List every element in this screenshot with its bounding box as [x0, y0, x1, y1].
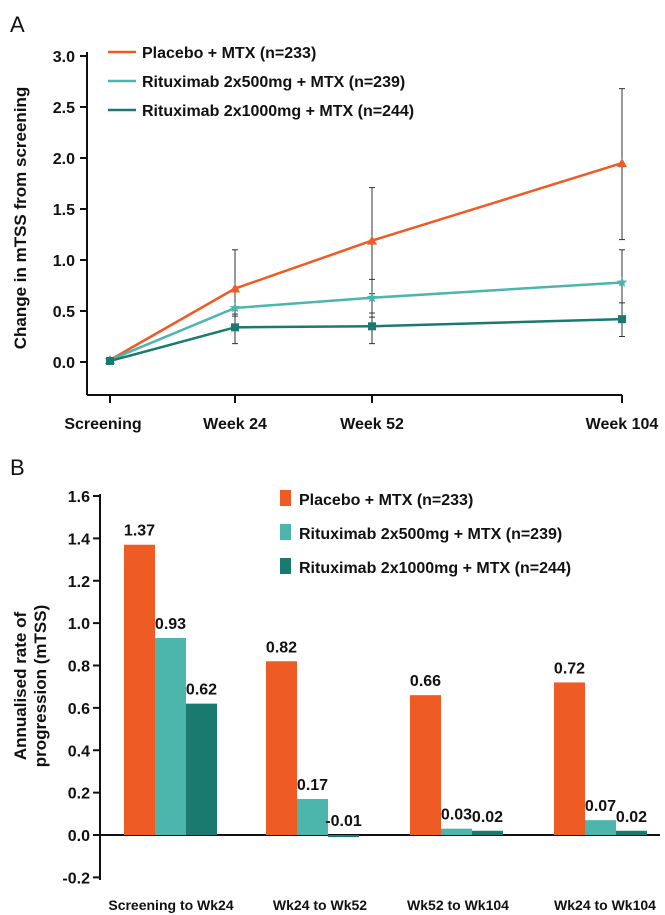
panel-b-y-tick-label: 0.8 — [68, 659, 90, 676]
panel-b-legend: Placebo + MTX (n=233) Rituximab 2x500mg +… — [280, 490, 571, 577]
panel-a-series-lines — [109, 161, 623, 363]
panel-b-bar-chart: B Annualised rate of progression (mTSS) … — [10, 455, 660, 913]
panel-a-legend-label: Placebo + MTX (n=233) — [142, 45, 316, 62]
panel-b-value-label: -0.01 — [325, 813, 362, 830]
panel-b-value-label: 0.02 — [472, 809, 503, 826]
panel-a-x-tick-label: Week 24 — [203, 416, 267, 433]
panel-a-marker-star — [229, 302, 241, 313]
panel-b-y-tick-label: 0.0 — [68, 828, 90, 845]
panel-b-value-label: 0.02 — [616, 809, 647, 826]
panel-a-x-tick-label: Week 52 — [340, 416, 404, 433]
panel-b-legend-swatch — [280, 558, 291, 574]
panel-a-x-tick-label: Screening — [64, 416, 141, 433]
panel-a-marker-star — [366, 292, 378, 303]
panel-b-value-label: 0.82 — [266, 639, 297, 656]
panel-b-bar — [585, 820, 616, 835]
panel-a-marker-square — [106, 356, 114, 365]
panel-a-y-tick-label: 2.5 — [53, 100, 75, 117]
panel-a-legend-label: Rituximab 2x1000mg + MTX (n=244) — [142, 103, 414, 120]
panel-b-value-label: 0.07 — [585, 798, 616, 815]
panel-b-y-axis-label-line2: progression (mTSS) — [31, 605, 50, 767]
panel-a-marker-square — [618, 315, 626, 324]
panel-b-legend-swatch — [280, 490, 291, 506]
panel-a-series-line-2 — [109, 317, 623, 363]
panel-b-y-tick-label: 1.2 — [68, 574, 90, 591]
panel-a-y-tick-label: 1.5 — [53, 202, 75, 219]
panel-b-bars — [124, 544, 647, 838]
panel-b-bar — [554, 682, 585, 835]
panel-b-value-label: 1.37 — [124, 523, 155, 540]
panel-b-value-label: 0.66 — [410, 673, 441, 690]
panel-a-marker-triangle — [617, 158, 627, 168]
panel-a-marker-star — [616, 276, 628, 287]
panel-b-bar — [616, 830, 647, 835]
panel-b-value-label: 0.03 — [441, 807, 472, 824]
panel-b-category-label: Wk24 to Wk104 — [554, 897, 656, 913]
panel-a-y-ticks: 3.0 2.5 2.0 1.5 1.0 0.5 0.0 — [53, 49, 87, 372]
panel-b-y-tick-label: -0.2 — [62, 870, 90, 887]
panel-a-legend-label: Rituximab 2x500mg + MTX (n=239) — [142, 74, 405, 91]
panel-b-category-labels: Screening to Wk24 Wk24 to Wk52 Wk52 to Wk1… — [108, 897, 656, 913]
panel-b-legend-swatch — [280, 524, 291, 540]
panel-a-marker-triangle — [230, 283, 240, 293]
panel-b-bar — [441, 828, 472, 835]
panel-b-bar — [124, 544, 155, 835]
panel-a-error-bars — [232, 88, 625, 345]
panel-a-y-tick-label: 2.0 — [53, 151, 75, 168]
panel-b-y-ticks: 1.6 1.4 1.2 1.0 0.8 0.6 0.4 0.2 0.0 -0.2 — [62, 489, 100, 887]
panel-b-y-tick-label: 0.4 — [68, 743, 90, 760]
panel-b-y-tick-label: 0.2 — [68, 786, 90, 803]
panel-b-category-label: Screening to Wk24 — [108, 897, 233, 913]
panel-a-y-tick-label: 0.5 — [53, 304, 75, 321]
panel-b-bar — [328, 835, 359, 838]
panel-a-line-chart: A Change in mTSS from screening 3.0 2.5 2.… — [10, 12, 658, 433]
panel-b-value-label: 0.62 — [186, 682, 217, 699]
panel-b-bar — [410, 695, 441, 835]
panel-b-value-labels: 1.370.930.620.820.17-0.010.660.03 0.020.7… — [124, 523, 647, 830]
panel-a-marker-triangle — [367, 235, 377, 245]
panel-b-y-tick-label: 0.6 — [68, 701, 90, 718]
panel-b-category-label: Wk52 to Wk104 — [407, 897, 509, 913]
panel-a-markers — [104, 158, 628, 365]
panel-a-x-ticks: Screening Week 24 Week 52 Week 104 — [64, 395, 658, 433]
panel-a-series-line-1 — [109, 281, 623, 362]
panel-a-y-axis-label: Change in mTSS from screening — [11, 87, 30, 350]
panel-a-axes — [86, 52, 622, 396]
panel-b-letter: B — [10, 455, 25, 480]
panel-a-letter: A — [10, 12, 25, 37]
panel-b-y-tick-label: 1.0 — [68, 616, 90, 633]
panel-a-marker-square — [368, 322, 376, 331]
panel-a-y-tick-label: 3.0 — [53, 49, 75, 66]
panel-b-value-label: 0.93 — [155, 616, 186, 633]
panel-b-bar — [155, 637, 186, 835]
panel-a-series-line-0 — [109, 161, 623, 362]
panel-b-value-label: 0.17 — [297, 777, 328, 794]
panel-a-legend: Placebo + MTX (n=233) Rituximab 2x500mg +… — [108, 45, 414, 120]
panel-b-y-axis-label-line1: Annualised rate of — [11, 612, 30, 761]
panel-b-bar — [472, 830, 503, 835]
panel-b-bar — [186, 703, 217, 835]
panel-b-y-tick-label: 1.6 — [68, 489, 90, 506]
panel-a-x-tick-label: Week 104 — [586, 416, 659, 433]
panel-b-bar — [297, 798, 328, 835]
panel-b-value-label: 0.72 — [554, 660, 585, 677]
panel-a-marker-square — [231, 323, 239, 332]
panel-b-legend-label: Rituximab 2x500mg + MTX (n=239) — [299, 526, 562, 543]
panel-b-y-tick-label: 1.4 — [68, 531, 90, 548]
panel-b-bar — [266, 661, 297, 835]
panel-b-legend-label: Rituximab 2x1000mg + MTX (n=244) — [299, 560, 571, 577]
panel-b-category-label: Wk24 to Wk52 — [273, 897, 367, 913]
panel-a-y-tick-label: 1.0 — [53, 253, 75, 270]
panel-a-y-tick-label: 0.0 — [53, 355, 75, 372]
panel-b-legend-label: Placebo + MTX (n=233) — [299, 492, 473, 509]
